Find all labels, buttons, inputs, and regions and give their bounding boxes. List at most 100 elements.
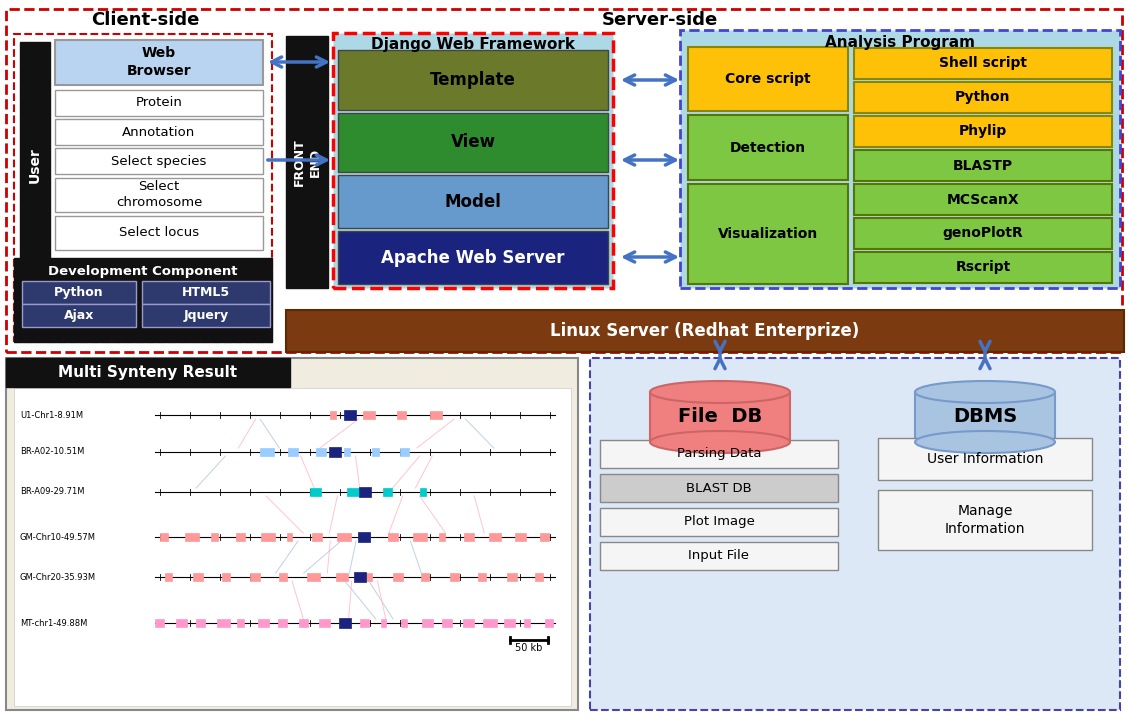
Text: Client-side: Client-side bbox=[90, 11, 199, 29]
FancyBboxPatch shape bbox=[307, 573, 320, 581]
FancyBboxPatch shape bbox=[288, 448, 298, 456]
FancyBboxPatch shape bbox=[422, 619, 434, 627]
Text: GM-Chr20-35.93M: GM-Chr20-35.93M bbox=[20, 572, 96, 582]
Text: BR-A02-10.51M: BR-A02-10.51M bbox=[20, 448, 85, 456]
FancyBboxPatch shape bbox=[353, 572, 366, 582]
FancyBboxPatch shape bbox=[365, 573, 373, 581]
FancyBboxPatch shape bbox=[338, 231, 609, 284]
FancyBboxPatch shape bbox=[599, 542, 838, 570]
FancyBboxPatch shape bbox=[338, 175, 609, 228]
FancyBboxPatch shape bbox=[359, 487, 370, 497]
FancyBboxPatch shape bbox=[286, 310, 1124, 352]
FancyBboxPatch shape bbox=[878, 490, 1092, 550]
FancyBboxPatch shape bbox=[339, 618, 351, 628]
FancyBboxPatch shape bbox=[338, 113, 609, 172]
FancyBboxPatch shape bbox=[333, 33, 613, 288]
Ellipse shape bbox=[650, 431, 790, 453]
Text: Protein: Protein bbox=[135, 96, 183, 109]
FancyBboxPatch shape bbox=[545, 619, 553, 627]
FancyBboxPatch shape bbox=[6, 358, 578, 710]
FancyBboxPatch shape bbox=[142, 304, 270, 327]
Text: Phylip: Phylip bbox=[959, 125, 1007, 138]
Text: MCScanX: MCScanX bbox=[947, 192, 1019, 207]
Text: Linux Server (Redhat Enterprize): Linux Server (Redhat Enterprize) bbox=[550, 322, 859, 340]
FancyBboxPatch shape bbox=[483, 619, 497, 627]
FancyBboxPatch shape bbox=[320, 619, 330, 627]
Text: Model: Model bbox=[445, 193, 501, 211]
FancyBboxPatch shape bbox=[6, 9, 1122, 352]
FancyBboxPatch shape bbox=[388, 533, 397, 541]
Ellipse shape bbox=[650, 381, 790, 403]
FancyBboxPatch shape bbox=[854, 184, 1112, 215]
FancyBboxPatch shape bbox=[590, 358, 1120, 710]
Text: Select locus: Select locus bbox=[119, 227, 199, 240]
FancyBboxPatch shape bbox=[278, 619, 287, 627]
FancyBboxPatch shape bbox=[464, 533, 474, 541]
FancyBboxPatch shape bbox=[340, 619, 350, 627]
FancyBboxPatch shape bbox=[299, 619, 307, 627]
Text: Rscript: Rscript bbox=[955, 261, 1010, 274]
FancyBboxPatch shape bbox=[599, 440, 838, 468]
FancyBboxPatch shape bbox=[400, 448, 410, 456]
FancyBboxPatch shape bbox=[914, 392, 1054, 442]
Text: Development Component: Development Component bbox=[49, 266, 238, 279]
FancyBboxPatch shape bbox=[287, 533, 292, 541]
Text: Plot Image: Plot Image bbox=[683, 516, 754, 528]
FancyBboxPatch shape bbox=[55, 148, 263, 174]
FancyBboxPatch shape bbox=[55, 90, 263, 116]
FancyBboxPatch shape bbox=[21, 304, 135, 327]
FancyBboxPatch shape bbox=[413, 533, 427, 541]
FancyBboxPatch shape bbox=[421, 573, 429, 581]
Text: FRONT
END: FRONT END bbox=[292, 138, 322, 186]
FancyBboxPatch shape bbox=[55, 119, 263, 145]
FancyBboxPatch shape bbox=[343, 410, 356, 420]
FancyBboxPatch shape bbox=[338, 533, 351, 541]
FancyBboxPatch shape bbox=[540, 533, 549, 541]
Text: Analysis Program: Analysis Program bbox=[825, 35, 975, 50]
FancyBboxPatch shape bbox=[330, 411, 335, 419]
FancyBboxPatch shape bbox=[260, 448, 274, 456]
FancyBboxPatch shape bbox=[286, 36, 329, 288]
FancyBboxPatch shape bbox=[335, 573, 348, 581]
FancyBboxPatch shape bbox=[854, 252, 1112, 283]
FancyBboxPatch shape bbox=[854, 82, 1112, 113]
Text: Django Web Framework: Django Web Framework bbox=[371, 37, 575, 52]
FancyBboxPatch shape bbox=[222, 573, 230, 581]
FancyBboxPatch shape bbox=[55, 216, 263, 250]
FancyBboxPatch shape bbox=[175, 619, 187, 627]
FancyBboxPatch shape bbox=[364, 411, 375, 419]
FancyBboxPatch shape bbox=[393, 573, 403, 581]
FancyBboxPatch shape bbox=[443, 619, 452, 627]
Text: User: User bbox=[28, 147, 42, 183]
FancyBboxPatch shape bbox=[55, 178, 263, 212]
FancyBboxPatch shape bbox=[688, 47, 848, 111]
Text: Server-side: Server-side bbox=[602, 11, 718, 29]
FancyBboxPatch shape bbox=[439, 533, 445, 541]
Text: Parsing Data: Parsing Data bbox=[676, 448, 761, 461]
FancyBboxPatch shape bbox=[854, 218, 1112, 249]
FancyBboxPatch shape bbox=[680, 30, 1120, 288]
FancyBboxPatch shape bbox=[489, 533, 501, 541]
FancyBboxPatch shape bbox=[362, 533, 369, 541]
Text: MT-chr1-49.88M: MT-chr1-49.88M bbox=[20, 618, 87, 628]
FancyBboxPatch shape bbox=[535, 573, 543, 581]
FancyBboxPatch shape bbox=[360, 619, 369, 627]
FancyBboxPatch shape bbox=[401, 619, 408, 627]
FancyBboxPatch shape bbox=[14, 34, 272, 342]
FancyBboxPatch shape bbox=[236, 533, 245, 541]
FancyBboxPatch shape bbox=[155, 619, 164, 627]
Text: BLASTP: BLASTP bbox=[953, 158, 1013, 173]
Text: View: View bbox=[450, 133, 496, 151]
FancyBboxPatch shape bbox=[854, 150, 1112, 181]
FancyBboxPatch shape bbox=[316, 448, 325, 456]
Text: User Information: User Information bbox=[927, 452, 1043, 466]
FancyBboxPatch shape bbox=[599, 508, 838, 536]
Ellipse shape bbox=[914, 381, 1054, 403]
FancyBboxPatch shape bbox=[525, 619, 530, 627]
FancyBboxPatch shape bbox=[193, 573, 203, 581]
Text: DBMS: DBMS bbox=[953, 408, 1017, 426]
FancyBboxPatch shape bbox=[478, 573, 487, 581]
Text: Annotation: Annotation bbox=[122, 125, 195, 138]
FancyBboxPatch shape bbox=[688, 115, 848, 180]
FancyBboxPatch shape bbox=[55, 40, 263, 85]
